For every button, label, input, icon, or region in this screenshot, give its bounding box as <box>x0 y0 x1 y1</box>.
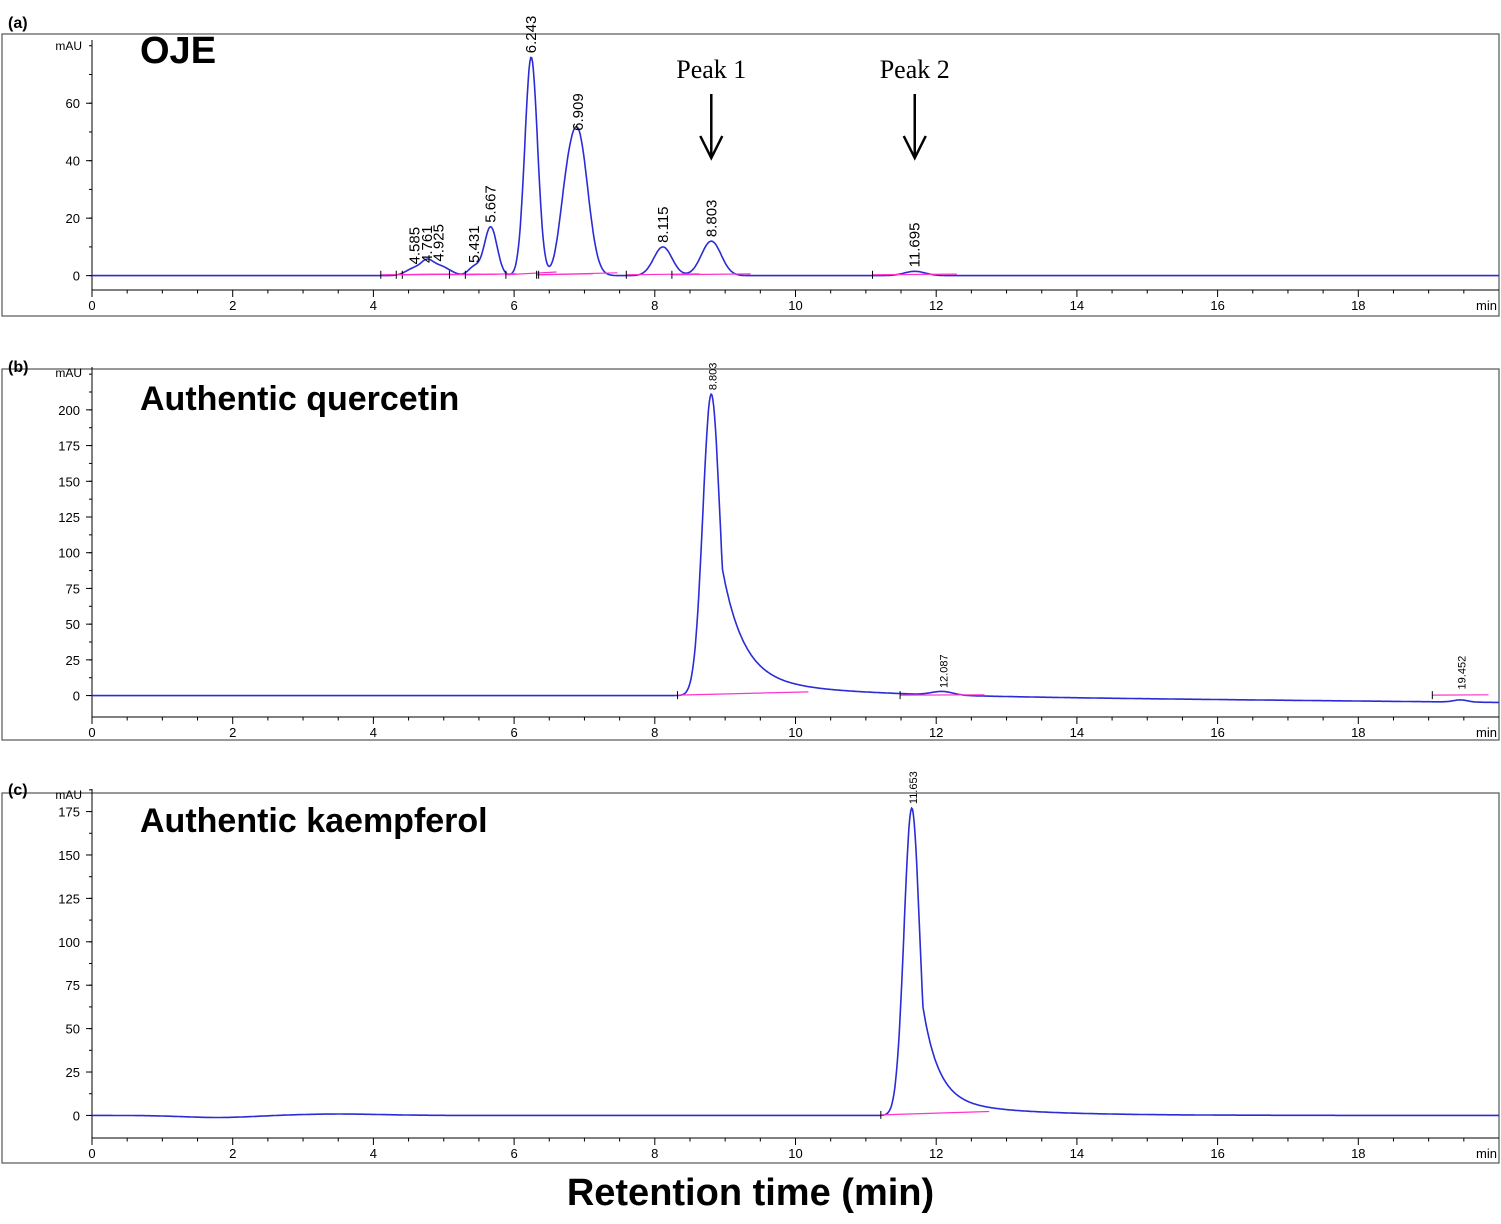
chart-panel-b: (b)Authentic quercetinmAU025507510012515… <box>1 359 1500 741</box>
integration-baseline <box>872 273 957 276</box>
x-tick-label: 16 <box>1210 298 1224 313</box>
x-tick-label: 14 <box>1070 1146 1084 1161</box>
y-tick-label: 75 <box>66 581 80 596</box>
annotation-arrow-head <box>699 135 724 161</box>
peak-label: 8.115 <box>655 206 672 242</box>
chromatogram-trace <box>92 56 1499 277</box>
chromatogram-trace <box>92 392 1499 704</box>
panel-label: (c) <box>8 782 28 799</box>
x-tick-label: 12 <box>929 1146 943 1161</box>
y-tick-label: 175 <box>58 439 80 454</box>
y-axis-unit-label: mAU <box>55 366 82 380</box>
x-tick-label: 10 <box>788 298 802 313</box>
y-tick-label: 175 <box>58 805 80 820</box>
y-tick-label: 125 <box>58 891 80 906</box>
y-tick-label: 125 <box>58 510 80 525</box>
x-tick-label: 4 <box>370 298 377 313</box>
y-tick-label: 50 <box>66 1022 80 1037</box>
peak-annotation: Peak 2 <box>880 55 950 84</box>
panel-title: Authentic quercetin <box>140 380 459 418</box>
y-tick-label: 25 <box>66 1065 80 1080</box>
x-tick-label: 14 <box>1070 725 1084 740</box>
x-tick-label: 2 <box>229 1146 236 1161</box>
panel-frame <box>1 33 1500 317</box>
x-tick-label: 2 <box>229 725 236 740</box>
x-tick-label: 6 <box>510 1146 517 1161</box>
x-axis-unit-label: min <box>1476 725 1497 740</box>
y-axis-unit-label: mAU <box>55 39 82 53</box>
integration-baseline <box>671 273 751 276</box>
x-tick-label: 0 <box>88 1146 95 1161</box>
figure-x-axis-label: Retention time (min) <box>566 1172 935 1214</box>
peak-label: 4.925 <box>430 224 447 262</box>
y-tick-label: 100 <box>58 546 80 561</box>
x-tick-label: 12 <box>929 725 943 740</box>
y-tick-label: 40 <box>66 154 80 169</box>
y-tick-label: 150 <box>58 848 80 863</box>
x-tick-label: 18 <box>1351 298 1365 313</box>
peak-label: 8.803 <box>707 363 719 391</box>
y-tick-label: 0 <box>73 1108 80 1123</box>
x-tick-label: 4 <box>370 725 377 740</box>
integration-baseline <box>880 1110 990 1116</box>
y-tick-label: 50 <box>66 617 80 632</box>
peak-label: 6.243 <box>523 16 540 54</box>
x-tick-label: 8 <box>651 298 658 313</box>
integration-baseline <box>538 272 618 276</box>
y-tick-label: 150 <box>58 474 80 489</box>
x-tick-label: 4 <box>370 1146 377 1161</box>
x-axis-unit-label: min <box>1476 1146 1497 1161</box>
peak-label: 11.695 <box>907 223 924 268</box>
integration-baseline <box>505 271 557 276</box>
chart-panel-c: (c)Authentic kaempferolmAU02550751001251… <box>1 771 1500 1164</box>
panel-title: Authentic kaempferol <box>140 802 488 840</box>
y-tick-label: 60 <box>66 96 80 111</box>
peak-label: 12.087 <box>938 654 950 688</box>
peak-label: 8.803 <box>703 200 720 238</box>
peak-label: 11.653 <box>908 771 920 804</box>
y-tick-label: 75 <box>66 978 80 993</box>
integration-baseline <box>677 691 809 696</box>
x-tick-label: 8 <box>651 1146 658 1161</box>
x-tick-label: 12 <box>929 298 943 313</box>
x-tick-label: 2 <box>229 298 236 313</box>
x-tick-label: 18 <box>1351 725 1365 740</box>
peak-annotation: Peak 1 <box>676 55 746 84</box>
panel-label: (b) <box>8 359 28 376</box>
y-tick-label: 0 <box>73 269 80 284</box>
x-tick-label: 16 <box>1210 1146 1224 1161</box>
x-tick-label: 6 <box>510 298 517 313</box>
y-tick-label: 25 <box>66 653 80 668</box>
peak-label: 4.761 <box>419 225 436 263</box>
peak-label: 5.431 <box>466 225 483 263</box>
peak-label: 19.452 <box>1456 656 1468 690</box>
x-tick-label: 16 <box>1210 725 1224 740</box>
chromatogram-trace <box>92 806 1499 1119</box>
y-tick-label: 0 <box>73 689 80 704</box>
x-tick-label: 10 <box>788 725 802 740</box>
x-tick-label: 10 <box>788 1146 802 1161</box>
annotation-arrow-head <box>902 135 927 161</box>
x-tick-label: 18 <box>1351 1146 1365 1161</box>
panel-label: (a) <box>8 15 28 32</box>
panel-frame <box>1 792 1500 1164</box>
y-axis-unit-label: mAU <box>55 788 82 802</box>
x-tick-label: 8 <box>651 725 658 740</box>
x-tick-label: 0 <box>88 725 95 740</box>
x-axis-unit-label: min <box>1476 298 1497 313</box>
peak-label: 5.667 <box>483 185 500 223</box>
y-tick-label: 100 <box>58 935 80 950</box>
x-tick-label: 14 <box>1070 298 1084 313</box>
peak-label: 4.585 <box>407 227 424 265</box>
integration-baseline <box>465 273 517 276</box>
panel-title: OJE <box>140 30 216 72</box>
y-tick-label: 20 <box>66 211 80 226</box>
peak-label: 6.909 <box>570 93 587 131</box>
panel-frame <box>1 368 1500 741</box>
x-tick-label: 6 <box>510 725 517 740</box>
x-tick-label: 0 <box>88 298 95 313</box>
y-tick-label: 200 <box>58 403 80 418</box>
